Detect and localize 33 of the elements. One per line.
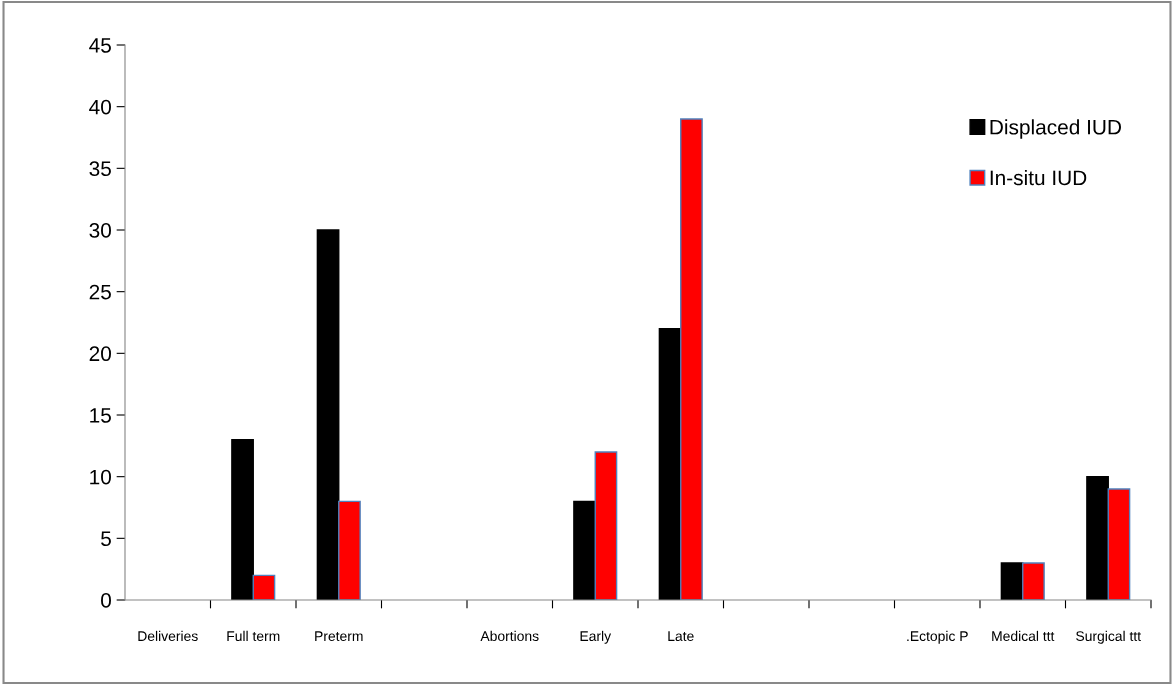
bar: [252, 574, 276, 600]
y-tick-label: 20: [89, 346, 111, 362]
y-tick-label: 40: [89, 99, 111, 115]
y-tick-label: 45: [89, 38, 111, 53]
x-tick-label: Abortions: [480, 630, 539, 642]
y-tick-label: 10: [90, 469, 111, 485]
y-tick-label: 5: [101, 531, 111, 547]
bar: [658, 327, 682, 600]
bar: [1022, 562, 1045, 600]
y-tick-label: 0: [101, 593, 111, 608]
x-tick-label: Deliveries: [138, 630, 198, 642]
x-tick-label: .Ectopic P: [907, 630, 968, 644]
bar: [316, 229, 340, 600]
bar: [1086, 475, 1109, 600]
legend-label: Displaced IUD: [990, 119, 1121, 139]
x-tick-label: Preterm: [315, 631, 363, 642]
y-tick-label: 15: [90, 408, 111, 423]
x-tick-label: Full term: [227, 630, 280, 642]
y-tick-label: 35: [89, 161, 111, 177]
legend-label: In-situ IUD: [990, 169, 1087, 186]
bar: [1000, 562, 1024, 600]
x-tick-label: Early: [580, 630, 612, 644]
bar: [680, 118, 703, 600]
x-tick-label: Surgical ttt: [1076, 630, 1141, 644]
bar: [594, 451, 618, 600]
x-tick-label: Late: [668, 631, 694, 642]
bar: [338, 500, 361, 600]
bar: [573, 500, 596, 600]
y-tick-label: 30: [89, 223, 111, 238]
x-tick-label: Medical ttt: [992, 630, 1055, 642]
y-tick-label: 25: [89, 284, 111, 300]
bar: [1107, 488, 1131, 600]
bar: [231, 438, 254, 600]
